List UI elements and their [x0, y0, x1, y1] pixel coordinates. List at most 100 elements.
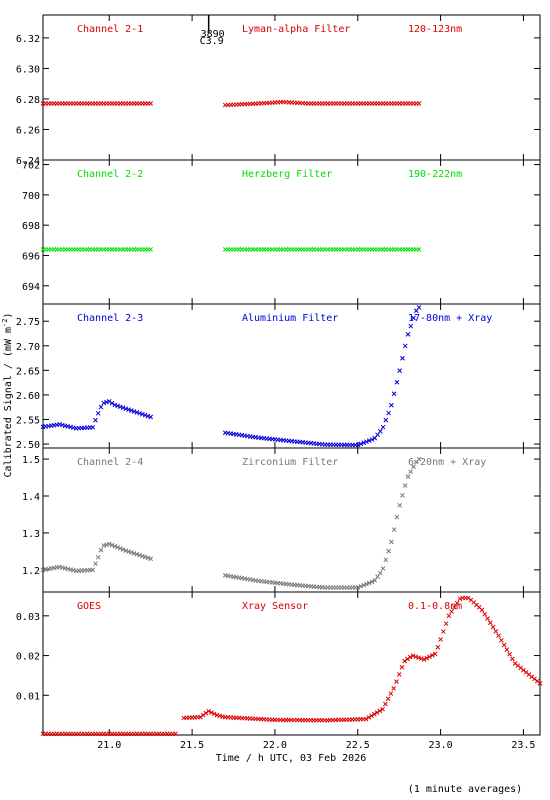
panel-frame — [42, 14, 541, 161]
data-point — [137, 552, 142, 558]
data-point — [485, 616, 490, 621]
y-tick-label: 0.01 — [16, 691, 40, 702]
data-point — [377, 570, 383, 576]
y-tick-label: 6.30 — [16, 64, 40, 75]
event-marker-label-time: 3890 — [201, 29, 225, 40]
data-point — [117, 404, 123, 410]
panel-band-label: 120-123nm — [408, 24, 462, 35]
data-point — [394, 379, 400, 385]
data-point — [200, 712, 206, 718]
event-marker: 3890 C3.9 — [200, 15, 225, 47]
data-point — [126, 407, 131, 412]
data-point — [361, 440, 367, 446]
panel-4: 1.2 1.3 1.4 1.5 Channel 2-4 Zirconium Filter 6… — [22, 447, 541, 593]
panel-channel-label: Channel 2-2 — [77, 169, 143, 180]
data-point — [405, 474, 411, 479]
data-point — [98, 404, 104, 410]
panels-group: 6.24 6.26 6.28 6.30 6.32 Channel 2-1 Lyman-alp… — [16, 14, 543, 751]
panel-channel-label: Channel 2-4 — [77, 457, 143, 468]
data-point — [145, 413, 151, 419]
panel-band-label: 17-80nm + Xray — [408, 313, 492, 324]
data-point — [93, 561, 98, 567]
data-point — [408, 323, 414, 329]
data-point — [383, 701, 388, 707]
data-point — [366, 580, 372, 586]
data-point — [95, 410, 101, 416]
x-tick-label: 21.5 — [180, 740, 204, 751]
data-point — [129, 550, 134, 555]
data-point — [120, 405, 126, 411]
y-tick-label: 1.3 — [22, 529, 40, 540]
data-point — [148, 414, 154, 420]
data-point — [104, 399, 109, 405]
y-tick-label: 6.32 — [16, 34, 40, 45]
data-point — [389, 402, 394, 408]
data-point — [399, 664, 405, 670]
data-point — [198, 714, 203, 720]
averaging-footnote: (1 minute averages) — [408, 784, 522, 795]
panel-2: 694 696 698 700 702 Channel 2-2 Herzberg Filte… — [22, 159, 541, 305]
y-tick-label: 6.26 — [16, 125, 40, 136]
data-series — [40, 247, 422, 252]
y-axis-title-end: ) — [3, 313, 14, 319]
x-axis-title: Time / h UTC, 03 Feb 2026 — [216, 753, 367, 764]
data-point — [537, 681, 543, 686]
data-point — [361, 582, 367, 588]
data-point — [396, 672, 402, 677]
x-tick-label: 21.0 — [97, 740, 121, 751]
data-point — [449, 609, 454, 614]
data-point — [408, 469, 414, 475]
data-point — [131, 409, 137, 414]
data-point — [93, 417, 98, 423]
panel-filter-label: Lyman-alpha Filter — [242, 24, 350, 35]
data-point — [380, 424, 386, 430]
data-point — [117, 546, 123, 551]
panel-filter-label: Zirconium Filter — [242, 457, 338, 468]
data-point — [140, 411, 145, 417]
y-tick-label: 6.24 — [16, 156, 40, 167]
data-point — [407, 654, 413, 660]
data-point — [391, 391, 397, 397]
data-series — [40, 595, 543, 737]
data-point — [131, 551, 137, 556]
y-tick-label: 702 — [22, 161, 40, 172]
panel-frame — [42, 591, 541, 736]
panel-channel-label: Channel 2-3 — [77, 313, 143, 324]
data-point — [364, 439, 369, 445]
y-tick-label: 1.4 — [22, 492, 40, 503]
panel-band-label: 6-20nm + Xray — [408, 457, 486, 468]
data-point — [364, 581, 369, 587]
data-point — [413, 654, 419, 660]
y-tick-label: 2.75 — [16, 317, 40, 328]
panel-frame — [42, 159, 541, 305]
data-point — [112, 543, 118, 549]
panel-band-label: 190-222nm — [408, 169, 462, 180]
data-point — [112, 402, 118, 408]
data-point — [416, 456, 422, 462]
y-tick-label: 698 — [22, 221, 40, 232]
data-point — [369, 713, 374, 719]
panel-1: 6.24 6.26 6.28 6.30 6.32 Channel 2-1 Lyman-alp… — [16, 14, 541, 167]
data-point — [145, 555, 151, 561]
data-point — [432, 651, 438, 657]
data-point — [410, 653, 416, 659]
y-tick-label: 1.2 — [22, 566, 40, 577]
y-tick-label: 2.65 — [16, 366, 40, 377]
panel-frame — [42, 447, 541, 593]
data-point — [479, 607, 485, 613]
data-point — [421, 657, 427, 662]
data-point — [369, 437, 375, 442]
data-point — [109, 542, 115, 548]
y-tick-label: 2.60 — [16, 391, 40, 402]
data-point — [148, 556, 154, 562]
panel-filter-label: Xray Sensor — [242, 601, 308, 612]
x-tick-label: 22.0 — [263, 740, 287, 751]
y-tick-label: 2.70 — [16, 342, 40, 353]
panel-channel-label: Channel 2-1 — [77, 24, 143, 35]
panel-filter-label: Herzberg Filter — [242, 169, 332, 180]
data-point — [355, 585, 361, 590]
y-axis-title-superscript: -2 — [1, 319, 9, 327]
data-point — [363, 716, 369, 722]
panel-filter-label: Aluminium Filter — [242, 313, 338, 324]
